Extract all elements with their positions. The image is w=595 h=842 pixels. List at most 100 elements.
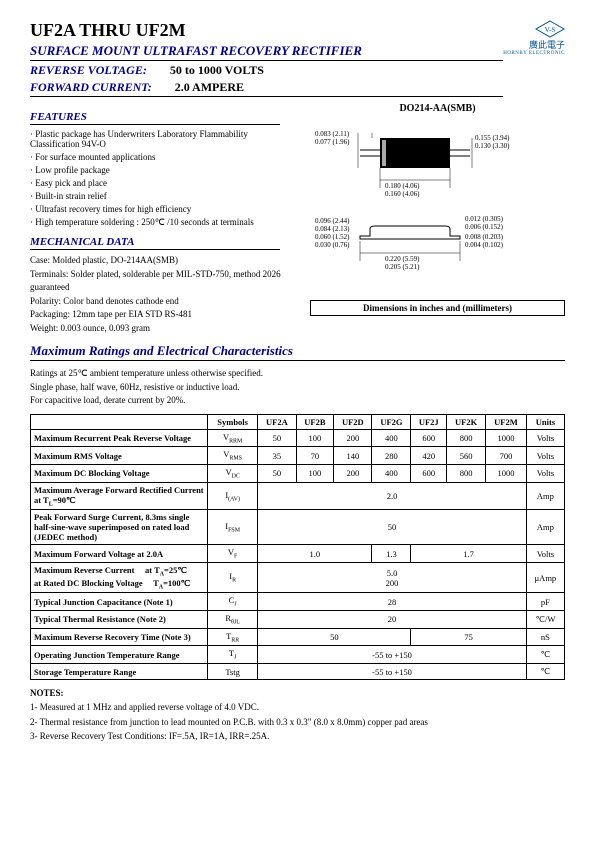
unit-cell: Volts: [526, 464, 564, 482]
package-side-view: 0.096 (2.44) 0.084 (2.13) 0.060 (1.52) 0…: [310, 211, 530, 291]
ratings-intro-line: Ratings at 25℃ ambient temperature unles…: [30, 367, 565, 381]
features-heading: FEATURES: [30, 111, 280, 125]
value-cell: 420: [411, 447, 447, 465]
feature-item: For surface mounted applications: [30, 152, 290, 162]
symbol-cell: TRR: [208, 628, 258, 646]
unit-cell: nS: [526, 628, 564, 646]
value-cell: 1.3: [372, 545, 411, 563]
ratings-row: Typical Junction Capacitance (Note 1)CJ2…: [31, 593, 565, 611]
symbol-cell: IR: [208, 562, 258, 592]
value-cell: 200: [334, 464, 372, 482]
value-cell: 400: [372, 429, 411, 447]
ratings-row: Operating Junction Temperature RangeTJ-5…: [31, 646, 565, 664]
feature-item: High temperature soldering : 250℃ /10 se…: [30, 217, 290, 228]
mechanical-list: Case: Molded plastic, DO-214AA(SMB)Termi…: [30, 254, 290, 335]
forward-current-line: FORWARD CURRENT: 2.0 AMPERE: [30, 80, 503, 97]
value-cell: 1.7: [411, 545, 526, 563]
param-cell: Maximum Reverse Current at TA=25℃at Rate…: [31, 562, 208, 592]
feature-item: Ultrafast recovery times for high effici…: [30, 204, 290, 214]
value-cell: 75: [411, 628, 526, 646]
svg-text:V-S: V-S: [545, 26, 556, 34]
feature-item: Plastic package has Underwriters Laborat…: [30, 129, 290, 149]
symbol-cell: IFSM: [208, 510, 258, 545]
symbol-cell: VRRM: [208, 429, 258, 447]
value-cell: 1000: [486, 464, 527, 482]
unit-cell: ℃: [526, 646, 564, 664]
feature-item: Low profile package: [30, 165, 290, 175]
param-cell: Maximum Reverse Recovery Time (Note 3): [31, 628, 208, 646]
value-cell: 50: [258, 510, 527, 545]
forward-current-value: 2.0 AMPERE: [175, 80, 244, 94]
ratings-table: SymbolsUF2AUF2BUF2DUF2GUF2JUF2KUF2MUnits…: [30, 414, 565, 681]
unit-cell: Amp: [526, 482, 564, 510]
mechanical-line: Terminals: Solder plated, solderable per…: [30, 268, 290, 295]
svg-text:0.220 (5.59): 0.220 (5.59): [385, 255, 420, 263]
package-top-view: 0.083 (2.11) 0.077 (1.96) 0.155 (3.94) 0…: [310, 118, 530, 208]
value-cell: 600: [411, 429, 447, 447]
unit-cell: Volts: [526, 429, 564, 447]
ratings-row: Maximum Reverse Recovery Time (Note 3)TR…: [31, 628, 565, 646]
value-cell: 800: [447, 464, 486, 482]
param-cell: Typical Thermal Resistance (Note 2): [31, 611, 208, 629]
ratings-row: Maximum Average Forward Rectified Curren…: [31, 482, 565, 510]
svg-text:0.084 (2.13): 0.084 (2.13): [315, 225, 350, 233]
value-cell: 50: [258, 464, 296, 482]
note-line: 1- Measured at 1 MHz and applied reverse…: [30, 700, 565, 714]
ratings-col-header: UF2M: [486, 414, 527, 429]
company-sub: HORNBY ELECTRONIC: [503, 51, 565, 56]
svg-text:0.160 (4.06): 0.160 (4.06): [385, 190, 420, 198]
value-cell: 100: [296, 429, 334, 447]
value-cell: 2.0: [258, 482, 527, 510]
mechanical-line: Packaging: 12mm tape per EIA STD RS-481: [30, 308, 290, 322]
features-mech-row: FEATURES Plastic package has Underwriter…: [30, 103, 565, 335]
value-cell: 400: [372, 464, 411, 482]
package-label: DO214-AA(SMB): [310, 103, 565, 114]
svg-text:0.060 (1.52): 0.060 (1.52): [315, 233, 350, 241]
value-cell: 700: [486, 447, 527, 465]
value-cell: 800: [447, 429, 486, 447]
logo-icon: V-S: [535, 20, 565, 38]
ratings-row: Maximum Recurrent Peak Reverse VoltageVR…: [31, 429, 565, 447]
svg-text:0.096 (2.44): 0.096 (2.44): [315, 217, 350, 225]
value-cell: 5.0200: [258, 562, 527, 592]
mechanical-line: Polarity: Color band denotes cathode end: [30, 295, 290, 309]
value-cell: -55 to +150: [258, 646, 527, 664]
unit-cell: Volts: [526, 545, 564, 563]
symbol-cell: VDC: [208, 464, 258, 482]
value-cell: 70: [296, 447, 334, 465]
unit-cell: pF: [526, 593, 564, 611]
ratings-row: Typical Thermal Resistance (Note 2)RθJL2…: [31, 611, 565, 629]
value-cell: 50: [258, 628, 411, 646]
mechanical-line: Case: Molded plastic, DO-214AA(SMB): [30, 254, 290, 268]
ratings-row: Maximum DC Blocking VoltageVDC5010020040…: [31, 464, 565, 482]
reverse-voltage-line: REVERSE VOLTAGE: 50 to 1000 VOLTS: [30, 63, 503, 78]
unit-cell: Volts: [526, 447, 564, 465]
ratings-intro-line: For capacitive load, derate current by 2…: [30, 394, 565, 408]
note-line: 2- Thermal resistance from junction to l…: [30, 715, 565, 729]
value-cell: -55 to +150: [258, 664, 527, 680]
param-cell: Storage Temperature Range: [31, 664, 208, 680]
svg-text:0.180 (4.06): 0.180 (4.06): [385, 182, 420, 190]
symbol-cell: I(AV): [208, 482, 258, 510]
unit-cell: μAmp: [526, 562, 564, 592]
company-name: 廣此電子: [503, 38, 565, 51]
value-cell: 20: [258, 611, 527, 629]
forward-current-label: FORWARD CURRENT:: [30, 80, 152, 94]
ratings-row: Maximum Forward Voltage at 2.0AVF1.01.31…: [31, 545, 565, 563]
ratings-col-header: Symbols: [208, 414, 258, 429]
mechanical-heading: MECHANICAL DATA: [30, 236, 280, 250]
ratings-col-header: [31, 414, 208, 429]
reverse-voltage-label: REVERSE VOLTAGE:: [30, 63, 147, 77]
sub-title: SURFACE MOUNT ULTRAFAST RECOVERY RECTIFI…: [30, 43, 503, 61]
param-cell: Operating Junction Temperature Range: [31, 646, 208, 664]
value-cell: 50: [258, 429, 296, 447]
reverse-voltage-value: 50 to 1000 VOLTS: [170, 63, 264, 77]
value-cell: 280: [372, 447, 411, 465]
ratings-row: Peak Forward Surge Current, 8.3ms single…: [31, 510, 565, 545]
ratings-col-header: Units: [526, 414, 564, 429]
value-cell: 100: [296, 464, 334, 482]
left-column: FEATURES Plastic package has Underwriter…: [30, 103, 290, 335]
main-title: UF2A THRU UF2M: [30, 20, 503, 41]
param-cell: Maximum DC Blocking Voltage: [31, 464, 208, 482]
ratings-col-header: UF2D: [334, 414, 372, 429]
